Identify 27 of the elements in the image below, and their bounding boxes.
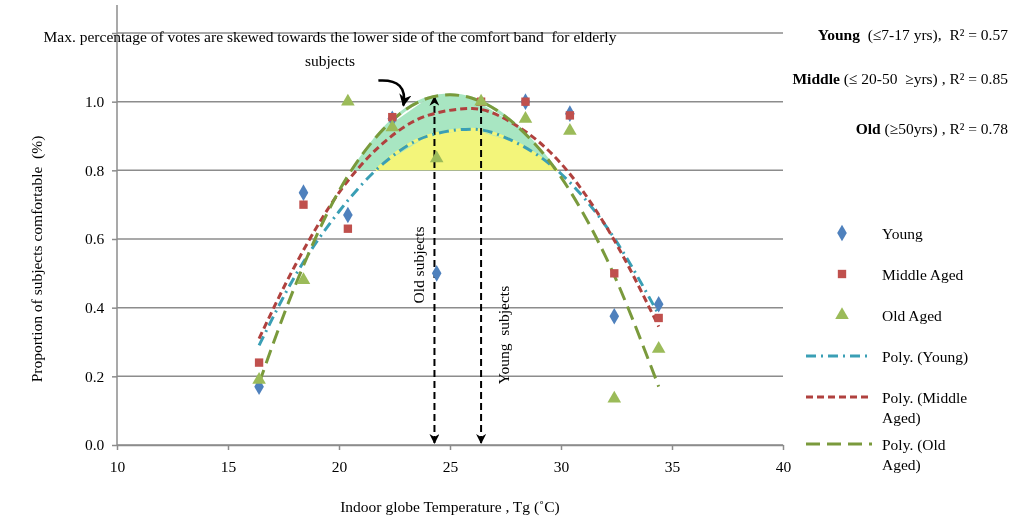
legend-label: Middle Aged [882, 266, 964, 283]
legend-label: Old Aged [882, 307, 943, 324]
legend-label: Poly. (Old Aged) [882, 436, 946, 474]
legend-label: Poly. (Middle Aged) [882, 389, 968, 427]
x-tick-label: 15 [220, 457, 237, 475]
x-tick-label: 30 [553, 457, 570, 475]
x-tick-label: 20 [331, 457, 348, 475]
y-tick-label: 0.4 [84, 299, 105, 317]
x-tick-label: 10 [109, 457, 126, 475]
y-tick-label: 0.6 [84, 230, 105, 248]
y-axis-title: Proportion of subjects comfortable (%) [28, 135, 46, 383]
x-tick-label: 35 [664, 457, 681, 475]
ref-line-label: Young subjects [495, 285, 513, 385]
y-tick-label: 0.0 [84, 436, 105, 454]
x-axis-title: Indoor globe Temperature , Tg (˚C) [340, 498, 560, 516]
x-tick-label: 40 [775, 457, 792, 475]
text: Young (≤7-17 yrs), R² = 0.57 [817, 26, 1009, 44]
y-tick-label: 0.2 [84, 367, 105, 385]
ref-line-label: Old subjects [410, 226, 428, 304]
x-tick-label: 25 [442, 457, 459, 475]
text: Old (≥50yrs) , R² = 0.78 [855, 120, 1009, 138]
text: Middle (≤ 20-50 ≥yrs) , R² = 0.85 [792, 70, 1009, 88]
annotation: Max. percentage of votes are skewed towards the lower side of the comfort band for elderly subjects [43, 28, 617, 69]
y-tick-label: 1.0 [84, 93, 105, 111]
y-tick-label: 0.8 [84, 161, 105, 179]
legend-label: Young [882, 225, 923, 242]
legend-label: Poly. (Young) [882, 348, 969, 366]
